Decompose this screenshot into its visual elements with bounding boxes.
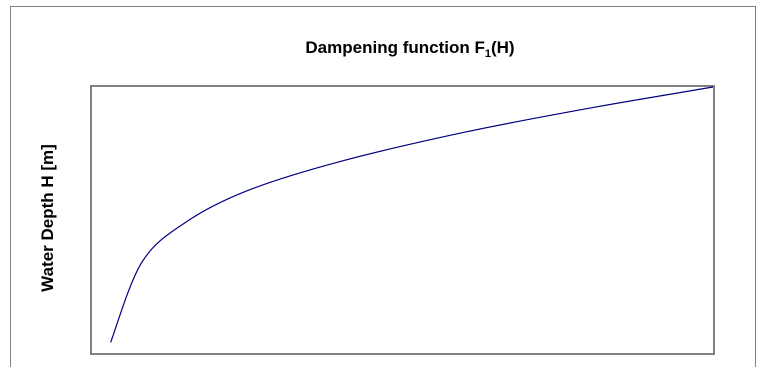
series-line-1: [110, 86, 714, 343]
chart-outer-frame: [10, 6, 756, 367]
plot-area-border: [90, 85, 715, 355]
series-layer: [110, 86, 714, 343]
chart-title: Dampening function F1(H): [305, 38, 515, 60]
